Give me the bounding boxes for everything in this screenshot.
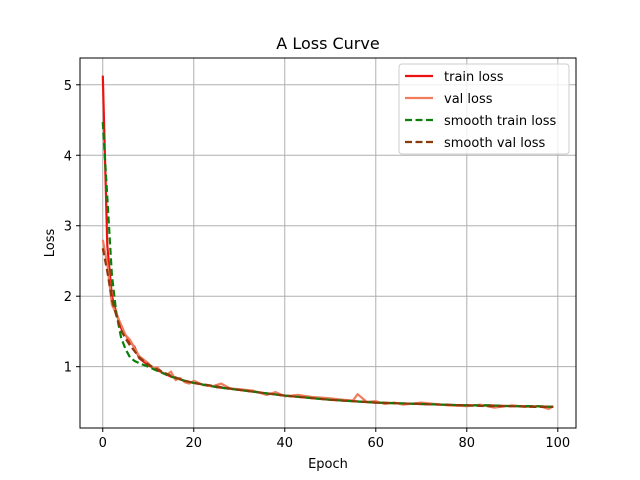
series-line-smooth-val-loss: [101, 248, 554, 408]
legend-label: val loss: [444, 92, 493, 107]
y-axis-label: Loss: [43, 229, 58, 258]
y-axis-ticks: 1 2 3 4 5: [64, 79, 80, 376]
series-lines: [101, 75, 554, 411]
legend-label: train loss: [444, 70, 504, 85]
legend-label: smooth val loss: [444, 136, 546, 151]
legend-label: smooth train loss: [444, 114, 557, 129]
y-tick-label: 3: [64, 220, 72, 235]
x-tick-label: 60: [368, 436, 385, 451]
y-tick-label: 2: [64, 290, 72, 305]
legend-box: [398, 63, 570, 155]
x-axis-ticks: 0 20 40 60 80 100: [99, 428, 570, 451]
x-tick-label: 20: [185, 436, 202, 451]
y-tick-label: 5: [64, 79, 72, 94]
x-tick-label: 0: [99, 436, 107, 451]
x-tick-label: 80: [459, 436, 476, 451]
x-tick-label: 100: [545, 436, 570, 451]
chart-title: A Loss Curve: [276, 34, 379, 53]
y-tick-label: 1: [64, 361, 72, 376]
x-axis-label: Epoch: [308, 457, 348, 472]
y-tick-label: 4: [64, 149, 72, 164]
x-tick-label: 40: [276, 436, 293, 451]
legend: train loss val loss smooth train loss smoot…: [398, 63, 570, 155]
plot-area-frame: [79, 57, 577, 429]
